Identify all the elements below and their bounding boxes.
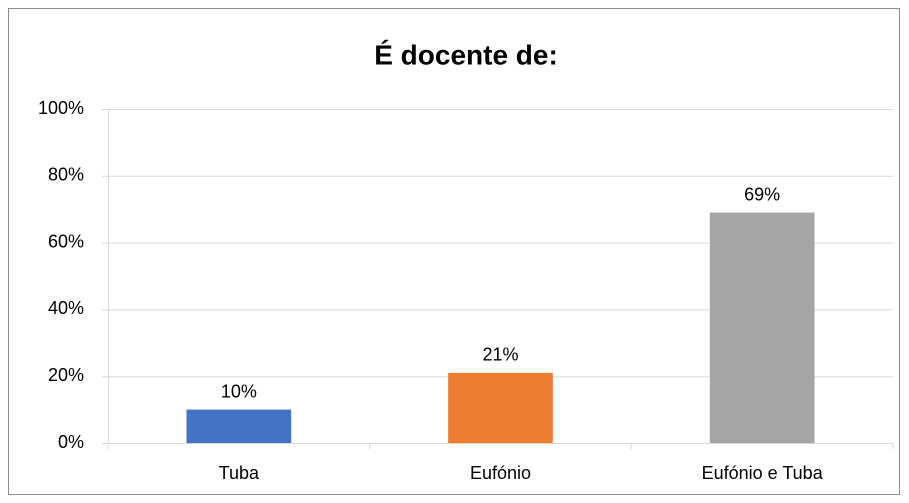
bar	[709, 212, 815, 443]
data-label: 21%	[482, 345, 518, 365]
y-tick-label: 100%	[38, 98, 84, 118]
x-tick-label: Tuba	[219, 463, 260, 483]
y-tick-label: 40%	[48, 298, 84, 318]
y-tick-label: 0%	[58, 432, 84, 452]
x-tick-label: Eufónio e Tuba	[702, 463, 824, 483]
y-tick-label: 80%	[48, 165, 84, 185]
x-tick-label: Eufónio	[470, 463, 531, 483]
data-label: 10%	[221, 381, 257, 401]
bar	[448, 372, 553, 443]
y-tick-label: 60%	[48, 231, 84, 251]
y-tick-label: 20%	[48, 365, 84, 385]
bar	[186, 409, 292, 443]
chart-title: É docente de:	[374, 39, 558, 70]
data-label: 69%	[744, 184, 780, 204]
